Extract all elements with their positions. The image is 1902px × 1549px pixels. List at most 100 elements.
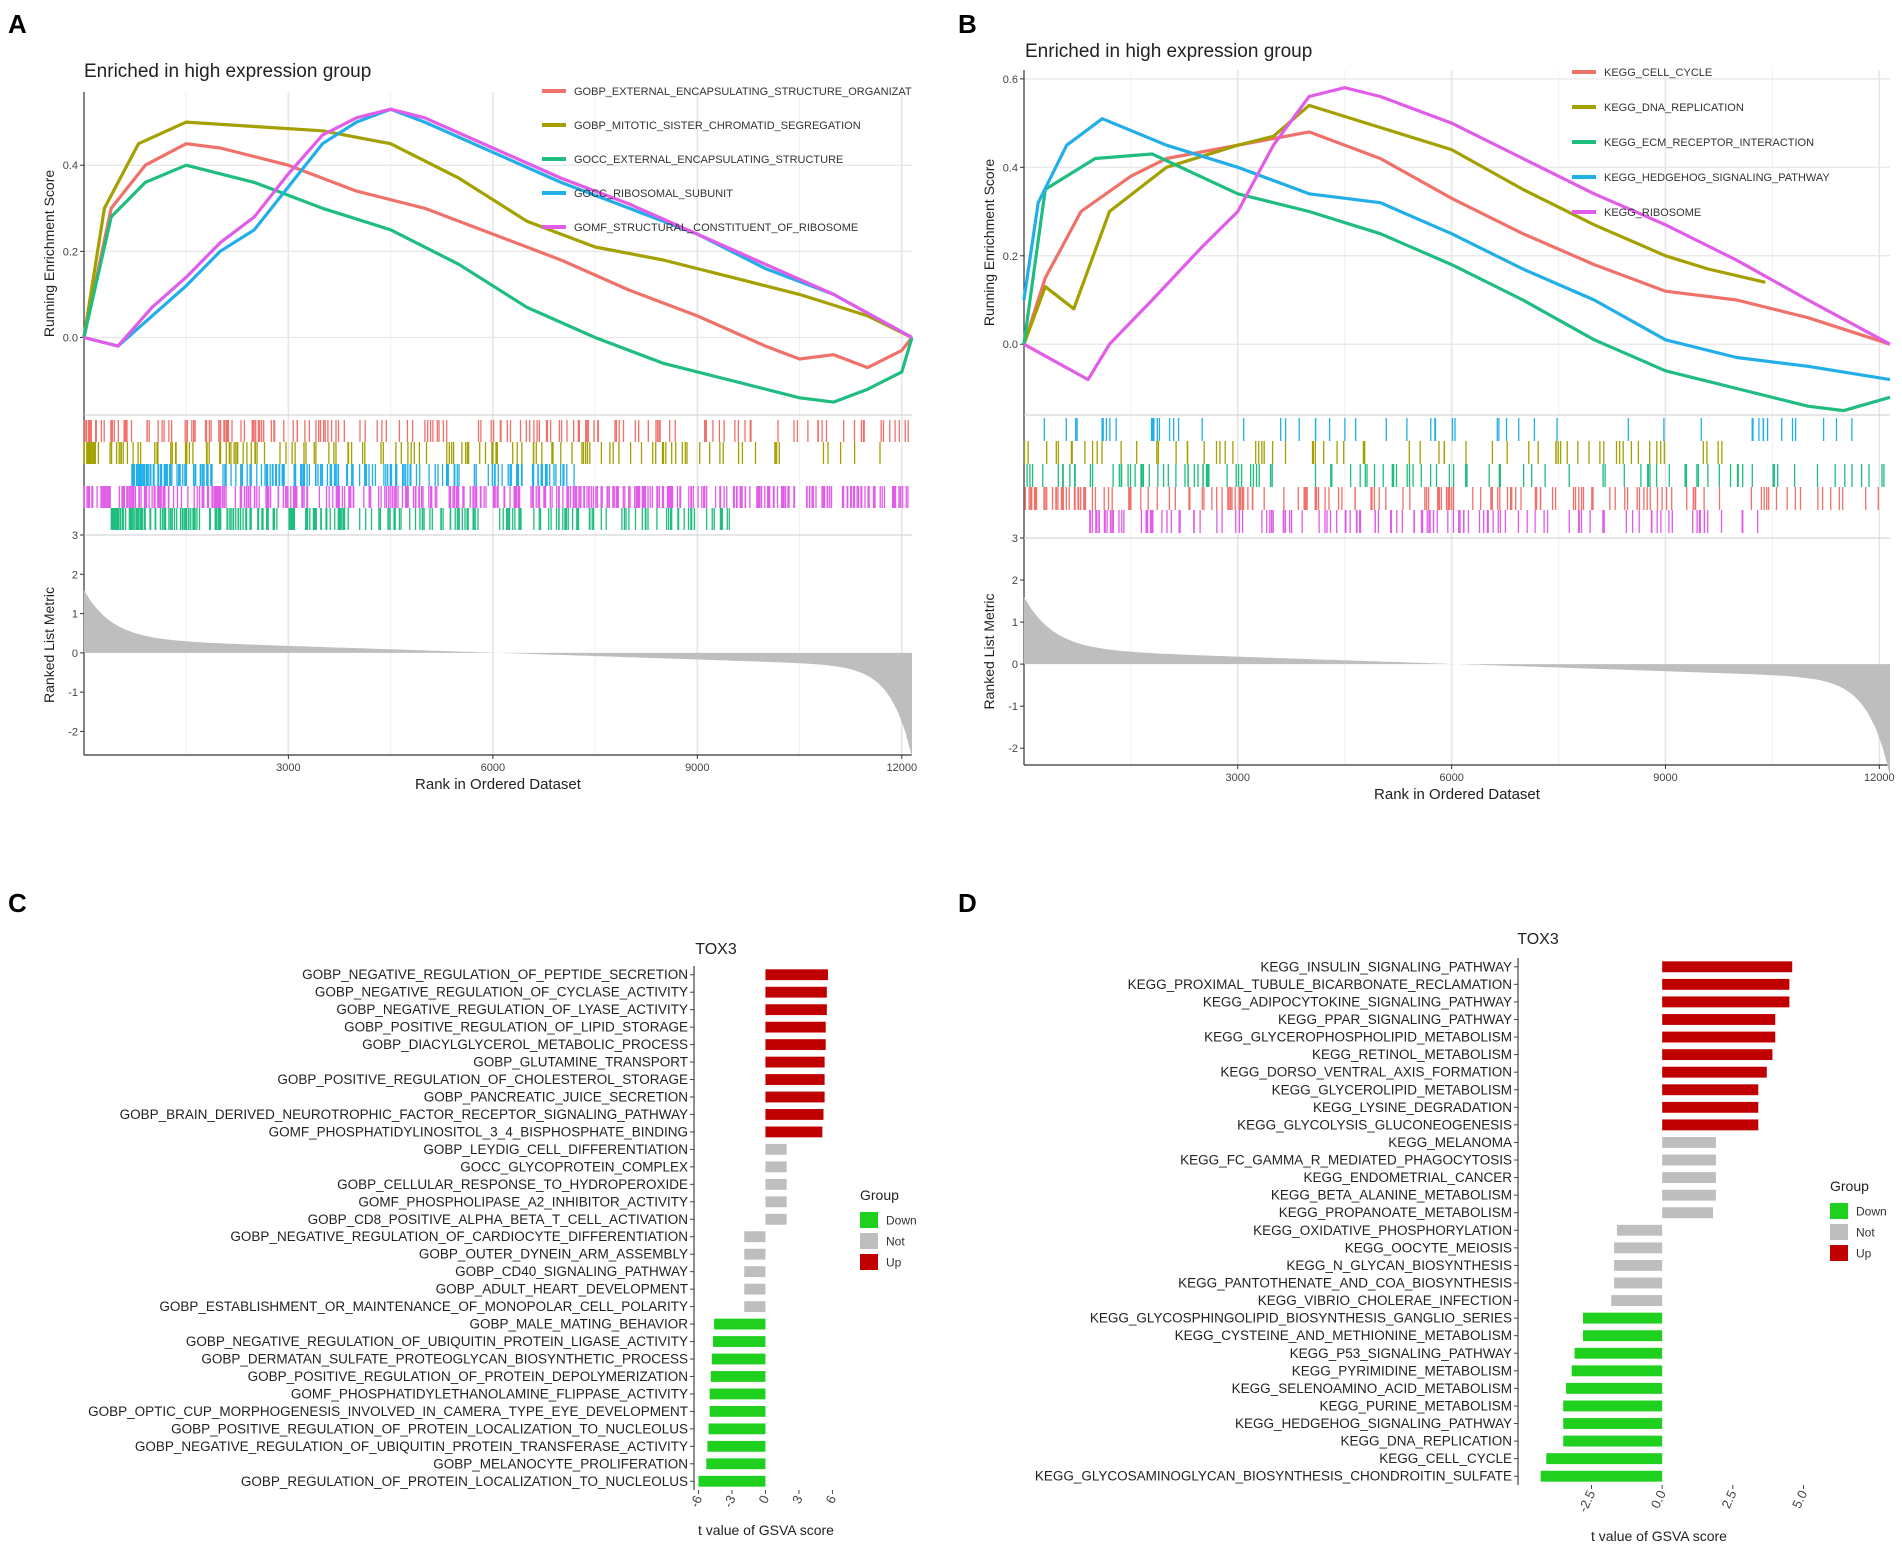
x-tick-label: 0 [756, 1493, 773, 1506]
category-label-21: GOBP_MALE_MATING_BEHAVIOR [469, 1317, 688, 1332]
legend-key-not [860, 1233, 878, 1249]
legend-label-4: GOCC_RIBOSOMAL_SUBUNIT [574, 188, 733, 200]
panel-b-title: Enriched in high expression group [1025, 41, 1312, 62]
y-tick-label: 0.6 [1003, 74, 1018, 86]
metric-axis-label: Ranked List Metric [41, 587, 57, 703]
x-tick-label: 3 [789, 1493, 806, 1506]
category-label-26: GOBP_OPTIC_CUP_MORPHOGENESIS_INVOLVED_IN… [88, 1404, 688, 1419]
category-label-3: KEGG_ADIPOCYTOKINE_SIGNALING_PATHWAY [1203, 994, 1512, 1009]
bar-12 [765, 1161, 787, 1173]
panel-b-gsea: 0.0 0.2 0.4 0.6 Running Enrichment Score KEGG… [981, 67, 1895, 803]
series-line-2 [82, 120, 913, 339]
series-line-3 [1022, 152, 1891, 413]
ranked-metric-area [83, 590, 912, 757]
bar-5 [1662, 1031, 1776, 1043]
category-label-11: KEGG_MELANOMA [1388, 1135, 1512, 1150]
bar-8 [1662, 1084, 1759, 1096]
category-label-4: KEGG_PPAR_SIGNALING_PATHWAY [1278, 1012, 1512, 1027]
bar-19 [744, 1283, 766, 1295]
bar-25 [709, 1388, 766, 1400]
bar-17 [1614, 1242, 1663, 1254]
bar-28 [707, 1440, 766, 1452]
y-tick-label: 0.4 [63, 160, 78, 172]
hit-ticks-1 [1024, 487, 1879, 510]
category-label-7: KEGG_DORSO_VENTRAL_AXIS_FORMATION [1220, 1065, 1512, 1080]
x-tick-label: 3000 [1226, 772, 1250, 784]
x-tick-label: 6000 [1439, 772, 1463, 784]
bar-24 [710, 1371, 766, 1382]
ranked-metric-area [1023, 596, 1890, 776]
hit-ticks-2 [1023, 441, 1723, 464]
category-label-25: KEGG_SELENOAMINO_ACID_METABOLISM [1232, 1381, 1512, 1396]
y-tick-label: 0.4 [1003, 162, 1018, 174]
panel-label-c: C [8, 888, 27, 918]
x-tick-label: 9000 [1653, 772, 1677, 784]
category-label-10: GOMF_PHOSPHATIDYLINOSITOL_3_4_BISPHOSPHA… [269, 1124, 688, 1139]
category-label-4: GOBP_POSITIVE_REGULATION_OF_LIPID_STORAG… [344, 1020, 688, 1035]
category-label-11: GOBP_LEYDIG_CELL_DIFFERENTIATION [423, 1142, 688, 1157]
y-axis-label: Running Enrichment Score [981, 159, 997, 327]
y-tick-label: 0.0 [1003, 339, 1018, 351]
category-label-18: KEGG_N_GLYCAN_BIOSYNTHESIS [1286, 1258, 1512, 1273]
bar-28 [1563, 1435, 1663, 1447]
bar-10 [1662, 1119, 1759, 1131]
hit-ticks-2 [83, 442, 881, 464]
category-label-8: KEGG_GLYCEROLIPID_METABOLISM [1272, 1082, 1512, 1097]
x-axis-label: Rank in Ordered Dataset [415, 776, 582, 793]
bar-7 [765, 1074, 825, 1085]
category-label-1: GOBP_NEGATIVE_REGULATION_OF_PEPTIDE_SECR… [302, 967, 688, 982]
bar-23 [711, 1353, 766, 1365]
legend-label-2: GOBP_MITOTIC_SISTER_CHROMATID_SEGREGATIO… [574, 120, 861, 132]
category-label-19: KEGG_PANTOTHENATE_AND_COA_BIOSYNTHESIS [1178, 1275, 1512, 1290]
x-tick-label: 6000 [481, 762, 505, 774]
hit-ticks-1 [83, 420, 909, 442]
panel-a-gsea: 0.0 0.2 0.4 Running Enrichment Score GOBP_EX… [41, 86, 917, 793]
legend-label-2: KEGG_DNA_REPLICATION [1604, 102, 1744, 114]
x-tick-label: 5.0 [1789, 1488, 1810, 1511]
hit-ticks-5 [83, 486, 909, 508]
legend-label-4: KEGG_HEDGEHOG_SIGNALING_PATHWAY [1604, 172, 1830, 184]
bar-10 [765, 1126, 823, 1138]
bar-18 [744, 1266, 766, 1278]
bar-30 [1540, 1470, 1663, 1482]
bar-29 [706, 1458, 766, 1470]
bar-6 [765, 1056, 825, 1068]
series-line-1 [82, 142, 914, 370]
category-label-20: GOBP_ESTABLISHMENT_OR_MAINTENANCE_OF_MON… [159, 1299, 688, 1314]
category-label-17: GOBP_OUTER_DYNEIN_ARM_ASSEMBLY [419, 1247, 688, 1262]
bar-5 [765, 1039, 826, 1051]
category-label-26: KEGG_PURINE_METABOLISM [1319, 1398, 1512, 1413]
y-tick-label: 0.2 [1003, 251, 1018, 263]
legend-label-3: GOCC_EXTERNAL_ENCAPSULATING_STRUCTURE [574, 154, 843, 166]
metric-tick-label: 3 [1012, 533, 1018, 545]
category-label-14: KEGG_BETA_ALANINE_METABOLISM [1271, 1188, 1512, 1203]
category-label-29: KEGG_CELL_CYCLE [1379, 1451, 1512, 1466]
x-axis-label: Rank in Ordered Dataset [1374, 786, 1541, 803]
category-label-27: GOBP_POSITIVE_REGULATION_OF_PROTEIN_LOCA… [171, 1421, 688, 1436]
x-tick-label: 3000 [276, 762, 300, 774]
category-label-1: KEGG_INSULIN_SIGNALING_PATHWAY [1260, 959, 1512, 974]
bar-3 [765, 1004, 827, 1016]
bar-21 [1583, 1312, 1663, 1324]
bar-26 [1563, 1400, 1663, 1412]
metric-tick-label: 0 [1012, 659, 1018, 671]
metric-tick-label: 1 [1012, 617, 1018, 629]
category-label-2: GOBP_NEGATIVE_REGULATION_OF_CYCLASE_ACTI… [315, 985, 688, 1000]
category-label-22: KEGG_CYSTEINE_AND_METHIONINE_METABOLISM [1175, 1328, 1512, 1343]
bar-4 [765, 1021, 826, 1033]
x-axis-label: t value of GSVA score [698, 1522, 834, 1538]
category-label-7: GOBP_POSITIVE_REGULATION_OF_CHOLESTEROL_… [277, 1072, 688, 1087]
category-label-6: GOBP_GLUTAMINE_TRANSPORT [473, 1055, 688, 1070]
bar-20 [1611, 1295, 1663, 1306]
category-label-20: KEGG_VIBRIO_CHOLERAE_INFECTION [1258, 1293, 1512, 1308]
legend-label-not: Not [886, 1235, 905, 1249]
legend-title: Group [1830, 1178, 1869, 1194]
bar-15 [765, 1213, 787, 1225]
panel-c-bar-chart: TOX3 GOBP_NEGATIVE_REGULATION_OF_PEPTIDE_… [88, 941, 917, 1538]
metric-tick-label: 0 [72, 648, 78, 660]
bar-14 [765, 1196, 787, 1208]
series-line-5 [83, 107, 913, 348]
legend-label-up: Up [886, 1256, 902, 1270]
metric-tick-label: -1 [1008, 701, 1018, 713]
bar-2 [1662, 978, 1790, 990]
